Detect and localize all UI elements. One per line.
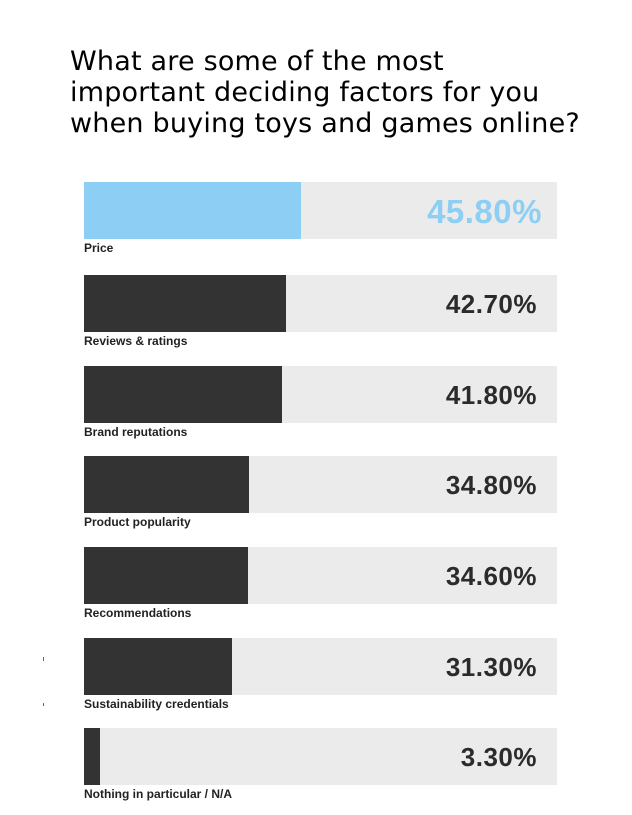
edge-mark [43, 657, 44, 661]
category-label: Brand reputations [84, 425, 188, 439]
category-label: Recommendations [84, 606, 192, 620]
bar [84, 275, 286, 332]
bar [84, 366, 282, 423]
bar-track: 34.60% [84, 547, 557, 604]
edge-mark [43, 703, 44, 706]
bar [84, 638, 232, 695]
bar-value-label: 3.30% [460, 742, 537, 772]
category-label: Sustainability credentials [84, 697, 229, 711]
bar [84, 456, 249, 513]
chart-title-line-3: when buying toys and games online? [70, 108, 580, 139]
bar-track: 41.80% [84, 366, 557, 423]
bar-value-label: 41.80% [445, 380, 537, 410]
bar [84, 547, 248, 604]
bar-value-label: 34.60% [445, 561, 537, 591]
chart-title-line-1: What are some of the most [70, 46, 444, 77]
bar-track: 45.80% [84, 182, 557, 239]
bar-value-label: 45.80% [427, 193, 542, 230]
category-label: Price [84, 241, 114, 255]
bar-value-label: 42.70% [445, 289, 537, 319]
bar [84, 182, 301, 239]
bar-track: 31.30% [84, 638, 557, 695]
chart-title: What are some of the most important deci… [70, 46, 625, 139]
bar-track: 3.30% [84, 728, 557, 785]
bar-value-label: 31.30% [445, 652, 537, 682]
category-label: Nothing in particular / N/A [84, 787, 233, 801]
bar-track: 34.80% [84, 456, 557, 513]
bar [84, 728, 100, 785]
bar-track: 42.70% [84, 275, 557, 332]
bar-value-label: 34.80% [445, 470, 537, 500]
chart-title-line-2: important deciding factors for you [70, 77, 540, 108]
category-label: Product popularity [84, 515, 191, 529]
category-label: Reviews & ratings [84, 334, 188, 348]
